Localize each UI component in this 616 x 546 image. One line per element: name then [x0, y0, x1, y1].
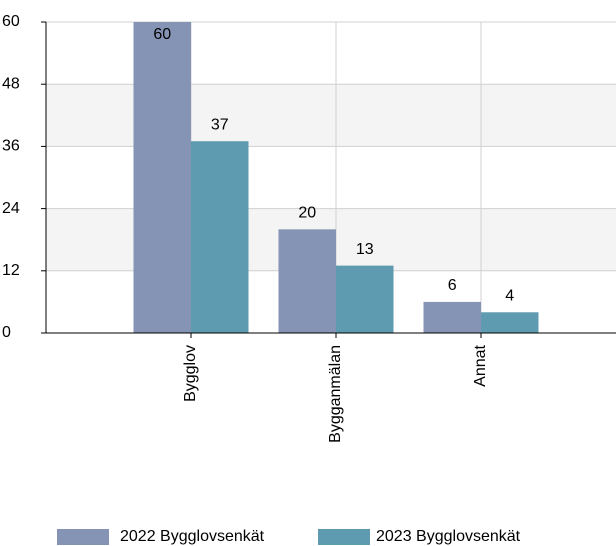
bar — [278, 229, 336, 333]
grid-band — [46, 84, 616, 147]
bar — [133, 22, 191, 333]
x-tick-label: Bygglov — [182, 345, 199, 402]
legend-label: 2022 Bygglovsenkät — [120, 528, 265, 545]
y-tick-label: 24 — [2, 200, 20, 217]
bar — [336, 265, 394, 333]
value-label: 6 — [448, 277, 457, 294]
y-tick-label: 48 — [2, 75, 20, 92]
value-label: 20 — [298, 205, 316, 222]
legend-swatch — [318, 529, 370, 545]
bar — [191, 141, 249, 333]
y-tick-label: 12 — [2, 262, 20, 279]
legend-swatch — [57, 529, 109, 545]
value-label: 60 — [153, 26, 171, 43]
y-tick-label: 60 — [2, 13, 20, 30]
y-tick-label: 0 — [2, 324, 11, 341]
x-tick-label: Annat — [472, 344, 489, 386]
bar — [481, 312, 539, 333]
legend-label: 2023 Bygglovsenkät — [376, 528, 521, 545]
y-tick-label: 36 — [2, 138, 20, 155]
bar — [423, 301, 481, 333]
x-tick-label: Bygganmälan — [327, 345, 344, 443]
value-label: 4 — [505, 287, 514, 304]
value-label: 13 — [356, 241, 374, 258]
value-label: 37 — [211, 116, 229, 133]
